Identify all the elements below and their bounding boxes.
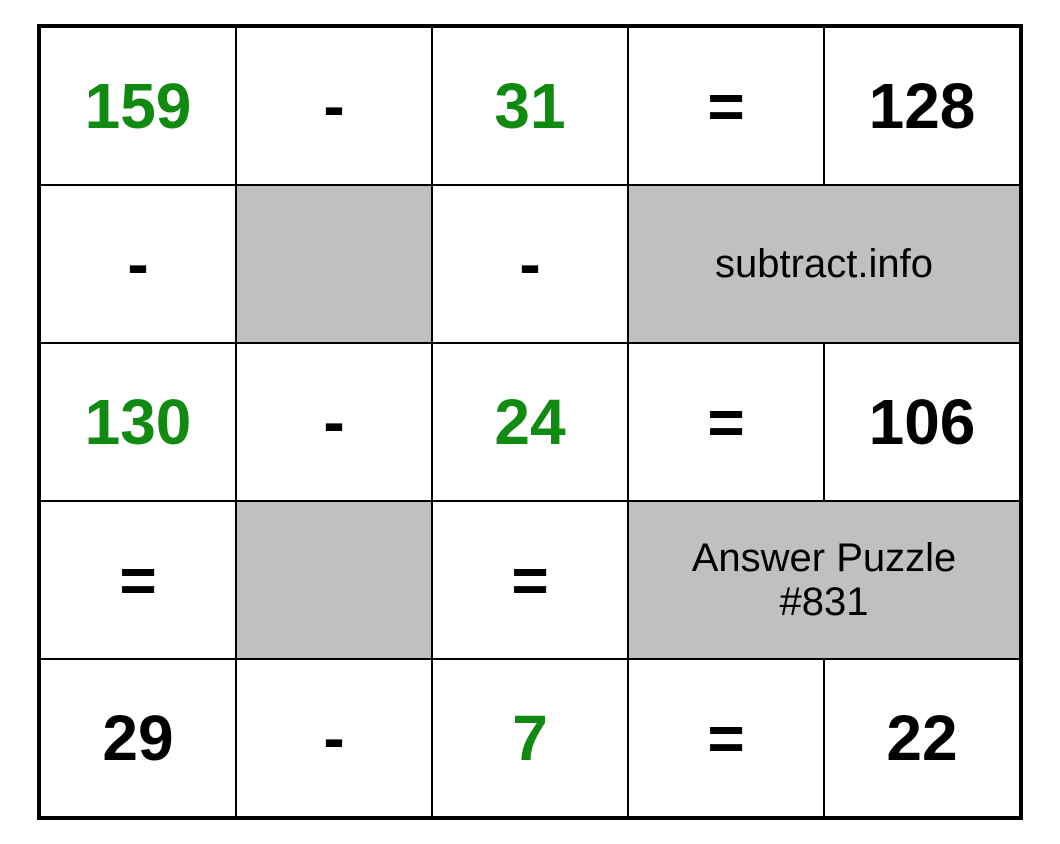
cell-r1-b: 31 <box>432 27 628 185</box>
cell-r5-a: 29 <box>40 659 236 817</box>
cell-r1-c: 128 <box>824 27 1020 185</box>
value-r5-b: 7 <box>512 703 548 773</box>
cell-r5-eq: = <box>628 659 824 817</box>
cell-r2-a: - <box>40 185 236 343</box>
value-r1-b: 31 <box>494 71 565 141</box>
operator-equals: = <box>707 387 744 457</box>
value-r1-a: 159 <box>85 71 192 141</box>
cell-r3-c: 106 <box>824 343 1020 501</box>
cell-r4-b: = <box>432 501 628 659</box>
puzzle-grid: 159 - 31 = 128 - - subtract.info 130 - 2… <box>37 24 1023 820</box>
site-label: subtract.info <box>715 242 933 286</box>
operator-equals: = <box>707 71 744 141</box>
value-r5-a: 29 <box>102 703 173 773</box>
value-r3-b: 24 <box>494 387 565 457</box>
cell-r1-eq: = <box>628 27 824 185</box>
operator-minus: - <box>323 387 344 457</box>
cell-r3-eq: = <box>628 343 824 501</box>
cell-r1-a: 159 <box>40 27 236 185</box>
cell-r3-op: - <box>236 343 432 501</box>
cell-r2-blank <box>236 185 432 343</box>
cell-site-label: subtract.info <box>628 185 1020 343</box>
cell-r2-b: - <box>432 185 628 343</box>
operator-equals: = <box>511 545 548 615</box>
puzzle-number-label: Answer Puzzle #831 <box>692 536 957 624</box>
operator-minus: - <box>519 229 540 299</box>
operator-minus: - <box>127 229 148 299</box>
cell-r1-op: - <box>236 27 432 185</box>
cell-r4-a: = <box>40 501 236 659</box>
operator-minus: - <box>323 703 344 773</box>
value-r1-c: 128 <box>869 71 976 141</box>
operator-equals: = <box>707 703 744 773</box>
value-r3-a: 130 <box>85 387 192 457</box>
cell-r5-c: 22 <box>824 659 1020 817</box>
value-r3-c: 106 <box>869 387 976 457</box>
cell-r3-a: 130 <box>40 343 236 501</box>
cell-r3-b: 24 <box>432 343 628 501</box>
value-r5-c: 22 <box>886 703 957 773</box>
cell-puzzle-label: Answer Puzzle #831 <box>628 501 1020 659</box>
operator-minus: - <box>323 71 344 141</box>
operator-equals: = <box>119 545 156 615</box>
cell-r4-blank <box>236 501 432 659</box>
cell-r5-b: 7 <box>432 659 628 817</box>
cell-r5-op: - <box>236 659 432 817</box>
